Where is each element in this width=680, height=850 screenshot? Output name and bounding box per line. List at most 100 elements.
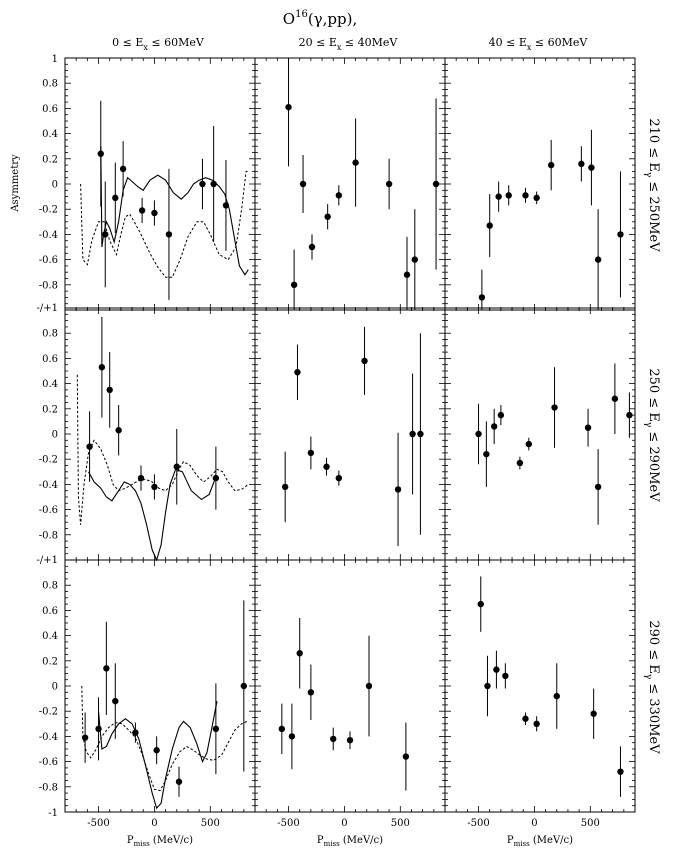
y-tick-label: 0.6 xyxy=(42,606,58,617)
data-point xyxy=(352,159,359,166)
x-axis-label-3: Pmiss (MeV/c) xyxy=(507,835,573,848)
y-tick-label-top: 1 xyxy=(52,54,58,65)
data-point xyxy=(132,729,139,736)
data-point xyxy=(324,213,331,220)
data-point xyxy=(594,256,602,263)
data-point xyxy=(119,165,127,173)
data-point xyxy=(346,736,354,744)
data-point xyxy=(578,160,585,168)
data-point xyxy=(307,449,315,457)
data-point xyxy=(475,430,482,438)
data-point xyxy=(288,733,296,740)
data-point xyxy=(516,459,524,467)
x-axis-label-2: Pmiss (MeV/c) xyxy=(317,835,383,848)
y-tick-label: 0.4 xyxy=(42,129,58,140)
data-point xyxy=(278,725,286,733)
data-point xyxy=(533,720,540,727)
panel-row2-col2 xyxy=(254,307,446,561)
data-point xyxy=(173,463,180,470)
data-point xyxy=(411,256,419,263)
x-tick-label: -500 xyxy=(467,818,489,829)
panel-frame xyxy=(444,307,636,561)
data-point xyxy=(308,243,316,251)
y-tick-label: -0.8 xyxy=(39,782,58,793)
data-point xyxy=(112,697,119,705)
data-point xyxy=(138,207,146,214)
data-point xyxy=(483,450,490,458)
data-point xyxy=(402,753,410,760)
data-point xyxy=(553,692,560,700)
y-tick-label-shared: -/+1 xyxy=(37,303,59,314)
y-tick-label: -0.4 xyxy=(39,480,58,491)
data-point xyxy=(522,715,529,722)
data-point xyxy=(151,483,158,491)
data-point xyxy=(478,294,486,301)
panel-grid xyxy=(64,57,636,813)
row-label-3: 290 ≤ Eγ ≤ 330MeV xyxy=(643,620,661,754)
x-tick-label: 500 xyxy=(201,818,220,829)
data-point xyxy=(611,395,619,402)
theory-curve-solid xyxy=(88,468,217,562)
x-tick-label: 500 xyxy=(581,818,600,829)
theory-curve-dotted xyxy=(76,374,249,525)
data-point xyxy=(505,192,512,199)
data-point xyxy=(533,194,540,202)
x-tick-label: -500 xyxy=(277,818,299,829)
x-tick-label: 500 xyxy=(391,818,410,829)
data-point xyxy=(551,404,558,411)
y-tick-label: 0.4 xyxy=(42,631,58,642)
data-point xyxy=(522,192,529,199)
y-tick-label: -0.4 xyxy=(39,230,58,241)
theory-curve-dotted xyxy=(80,170,249,278)
data-point xyxy=(307,689,315,696)
y-tick-label: 0 xyxy=(52,180,58,191)
y-tick-label: 0.6 xyxy=(42,104,58,115)
panel-row3-col1 xyxy=(64,559,256,813)
data-point xyxy=(281,483,289,491)
data-point xyxy=(151,209,158,217)
y-tick-label: -0.4 xyxy=(39,732,58,743)
data-point xyxy=(81,734,89,741)
y-tick-label: 0.2 xyxy=(42,154,58,165)
data-point xyxy=(547,161,555,169)
column-header-3: 40 ≤ Ex ≤ 60MeV xyxy=(489,36,589,52)
y-tick-label: 0 xyxy=(52,430,58,441)
y-tick-label-shared: -/+1 xyxy=(37,555,59,566)
data-point xyxy=(365,682,373,690)
data-point xyxy=(502,672,509,680)
data-point xyxy=(626,411,633,419)
x-tick-label: -500 xyxy=(87,818,109,829)
panel-frame xyxy=(64,307,256,561)
x-tick-labels: -500 0 500 -500 0 500 -500 0 500 xyxy=(87,818,600,829)
data-point xyxy=(525,440,533,448)
theory-curve-dotted xyxy=(81,685,248,792)
panel-row1-col3 xyxy=(444,57,636,311)
data-point xyxy=(594,483,602,491)
data-point xyxy=(153,747,160,754)
data-point xyxy=(335,192,343,199)
panel-frame xyxy=(64,57,256,311)
data-point xyxy=(102,231,109,238)
data-point xyxy=(493,666,500,673)
row-label-2: 250 ≤ Eγ ≤ 290MeV xyxy=(643,368,661,502)
panel-frame xyxy=(64,559,256,813)
data-point xyxy=(486,222,493,229)
data-point xyxy=(165,231,173,238)
data-point xyxy=(240,682,248,690)
y-tick-label: 0.8 xyxy=(42,79,58,90)
panel-row1-col1 xyxy=(64,57,256,311)
data-point xyxy=(222,202,230,209)
panel-frame xyxy=(254,307,446,561)
data-point xyxy=(590,710,597,717)
panel-frame xyxy=(444,559,636,813)
y-tick-label: -0.2 xyxy=(39,455,58,466)
data-point xyxy=(95,725,102,733)
panel-row1-col2 xyxy=(254,57,446,311)
data-point xyxy=(212,474,220,482)
data-point xyxy=(588,164,595,171)
data-point xyxy=(97,150,104,157)
data-point xyxy=(115,427,122,434)
x-axis-label-1: Pmiss (MeV/c) xyxy=(127,835,193,848)
y-tick-label: -0.6 xyxy=(39,505,58,516)
x-tick-label: 0 xyxy=(151,818,157,829)
